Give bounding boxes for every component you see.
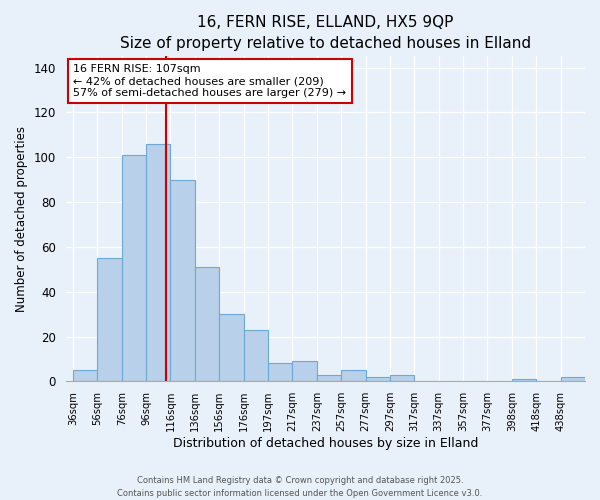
X-axis label: Distribution of detached houses by size in Elland: Distribution of detached houses by size …	[173, 437, 478, 450]
Text: Contains HM Land Registry data © Crown copyright and database right 2025.
Contai: Contains HM Land Registry data © Crown c…	[118, 476, 482, 498]
Bar	[317, 374, 341, 382]
Title: 16, FERN RISE, ELLAND, HX5 9QP
Size of property relative to detached houses in E: 16, FERN RISE, ELLAND, HX5 9QP Size of p…	[120, 15, 531, 51]
Bar	[219, 314, 244, 382]
Bar	[560, 377, 585, 382]
Bar	[341, 370, 365, 382]
Bar	[170, 180, 195, 382]
Bar	[97, 258, 122, 382]
Y-axis label: Number of detached properties: Number of detached properties	[15, 126, 28, 312]
Bar	[292, 361, 317, 382]
Text: 16 FERN RISE: 107sqm
← 42% of detached houses are smaller (209)
57% of semi-deta: 16 FERN RISE: 107sqm ← 42% of detached h…	[73, 64, 347, 98]
Bar	[73, 370, 97, 382]
Bar	[365, 377, 390, 382]
Bar	[244, 330, 268, 382]
Bar	[512, 379, 536, 382]
Bar	[195, 267, 219, 382]
Bar	[268, 364, 292, 382]
Bar	[146, 144, 170, 382]
Bar	[390, 374, 415, 382]
Bar	[122, 155, 146, 382]
